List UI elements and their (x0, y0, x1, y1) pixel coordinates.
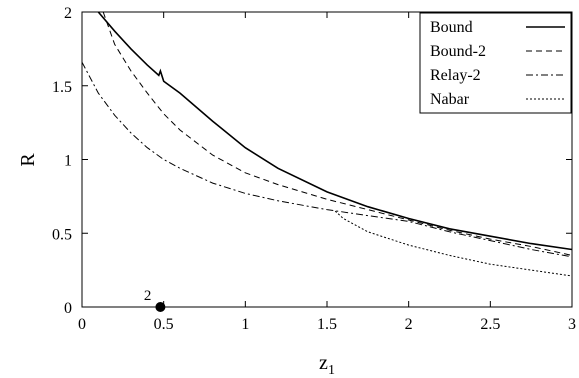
legend-box (419, 12, 572, 114)
x-tick-label: 2.5 (480, 316, 500, 333)
x-axis-label: z1 (319, 352, 335, 378)
x-tick-label: 2 (405, 316, 413, 333)
x-tick-label: 1.5 (317, 316, 337, 333)
y-tick-label: 1.5 (52, 79, 72, 96)
y-tick-label: 0.5 (52, 226, 72, 243)
legend-label: Relay-2 (430, 67, 481, 84)
annotations: 2 (144, 288, 166, 312)
x-tick-label: 3 (568, 316, 576, 333)
legend: Bound Bound-2 Relay-2 Nabar (419, 12, 572, 114)
legend-label: Nabar (430, 91, 470, 108)
y-tick-label: 1 (64, 153, 72, 170)
legend-label: Bound-2 (430, 43, 486, 60)
legend-label: Bound (430, 19, 473, 36)
x-tick-label: 0.5 (154, 316, 174, 333)
series-line-nabar (334, 210, 573, 277)
annotation-marker (155, 302, 166, 312)
x-axis-label-subscript: 1 (328, 363, 335, 378)
series-line-bound (97, 11, 573, 251)
y-tick-label: 0 (64, 300, 72, 317)
y-tick-label: 2 (64, 5, 72, 22)
series-line-bound-2 (102, 11, 573, 256)
annotation-label: 2 (144, 288, 152, 304)
axes: 0 0.5 1 1.5 2 2.5 3 0 0.5 1 1.5 2 (52, 5, 576, 333)
y-axis-label: R (17, 153, 39, 167)
x-tick-label: 1 (241, 316, 249, 333)
x-tick-label: 0 (78, 316, 86, 333)
series-layer (81, 11, 573, 277)
